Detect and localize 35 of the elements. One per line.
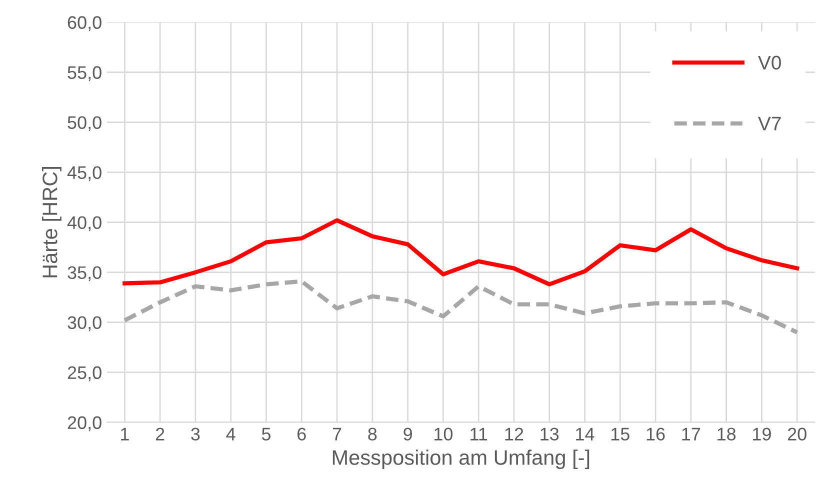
x-tick-label: 5 [262, 428, 271, 440]
x-tick-label: 2 [156, 428, 164, 440]
x-tick-label: 8 [368, 428, 377, 440]
x-tick-label: 4 [226, 428, 236, 440]
legend-label: V7 [758, 116, 781, 130]
x-tick-label: 9 [404, 428, 412, 440]
x-tick-label: 6 [298, 428, 306, 440]
y-tick-label: 25,0 [68, 366, 102, 382]
x-tick-label: 13 [540, 428, 559, 440]
x-tick-label: 7 [332, 428, 342, 440]
x-tick-label: 19 [753, 428, 771, 440]
y-tick-label: 50,0 [68, 116, 102, 132]
x-tick-label: 16 [646, 428, 665, 440]
x-tick-label: 18 [718, 428, 736, 440]
y-tick-label: 30,0 [68, 316, 102, 332]
x-tick-label: 20 [788, 428, 806, 440]
y-tick-label: 20,0 [68, 416, 102, 432]
line-series [122, 218, 800, 286]
x-tick-label: 10 [434, 428, 453, 440]
x-axis-title: Messposition am Umfang [-] [332, 450, 590, 470]
y-tick-label: 45,0 [67, 166, 102, 182]
x-tick-label: 15 [611, 428, 630, 440]
x-tick-label: 3 [191, 428, 200, 440]
line-series [122, 279, 800, 334]
x-tick-label: 1 [121, 428, 129, 440]
x-tick-label: 17 [682, 428, 700, 440]
x-tick-label: 12 [505, 428, 524, 440]
y-tick-label: 55,0 [68, 66, 102, 82]
legend-label: V0 [758, 56, 781, 70]
y-tick-label: 60,0 [68, 16, 102, 32]
y-axis-title: Härte [HRC] [42, 167, 62, 278]
x-tick-label: 11 [470, 428, 488, 440]
x-tick-label: 14 [576, 428, 594, 440]
y-tick-label: 35,0 [68, 266, 102, 282]
y-tick-label: 40,0 [67, 216, 102, 232]
